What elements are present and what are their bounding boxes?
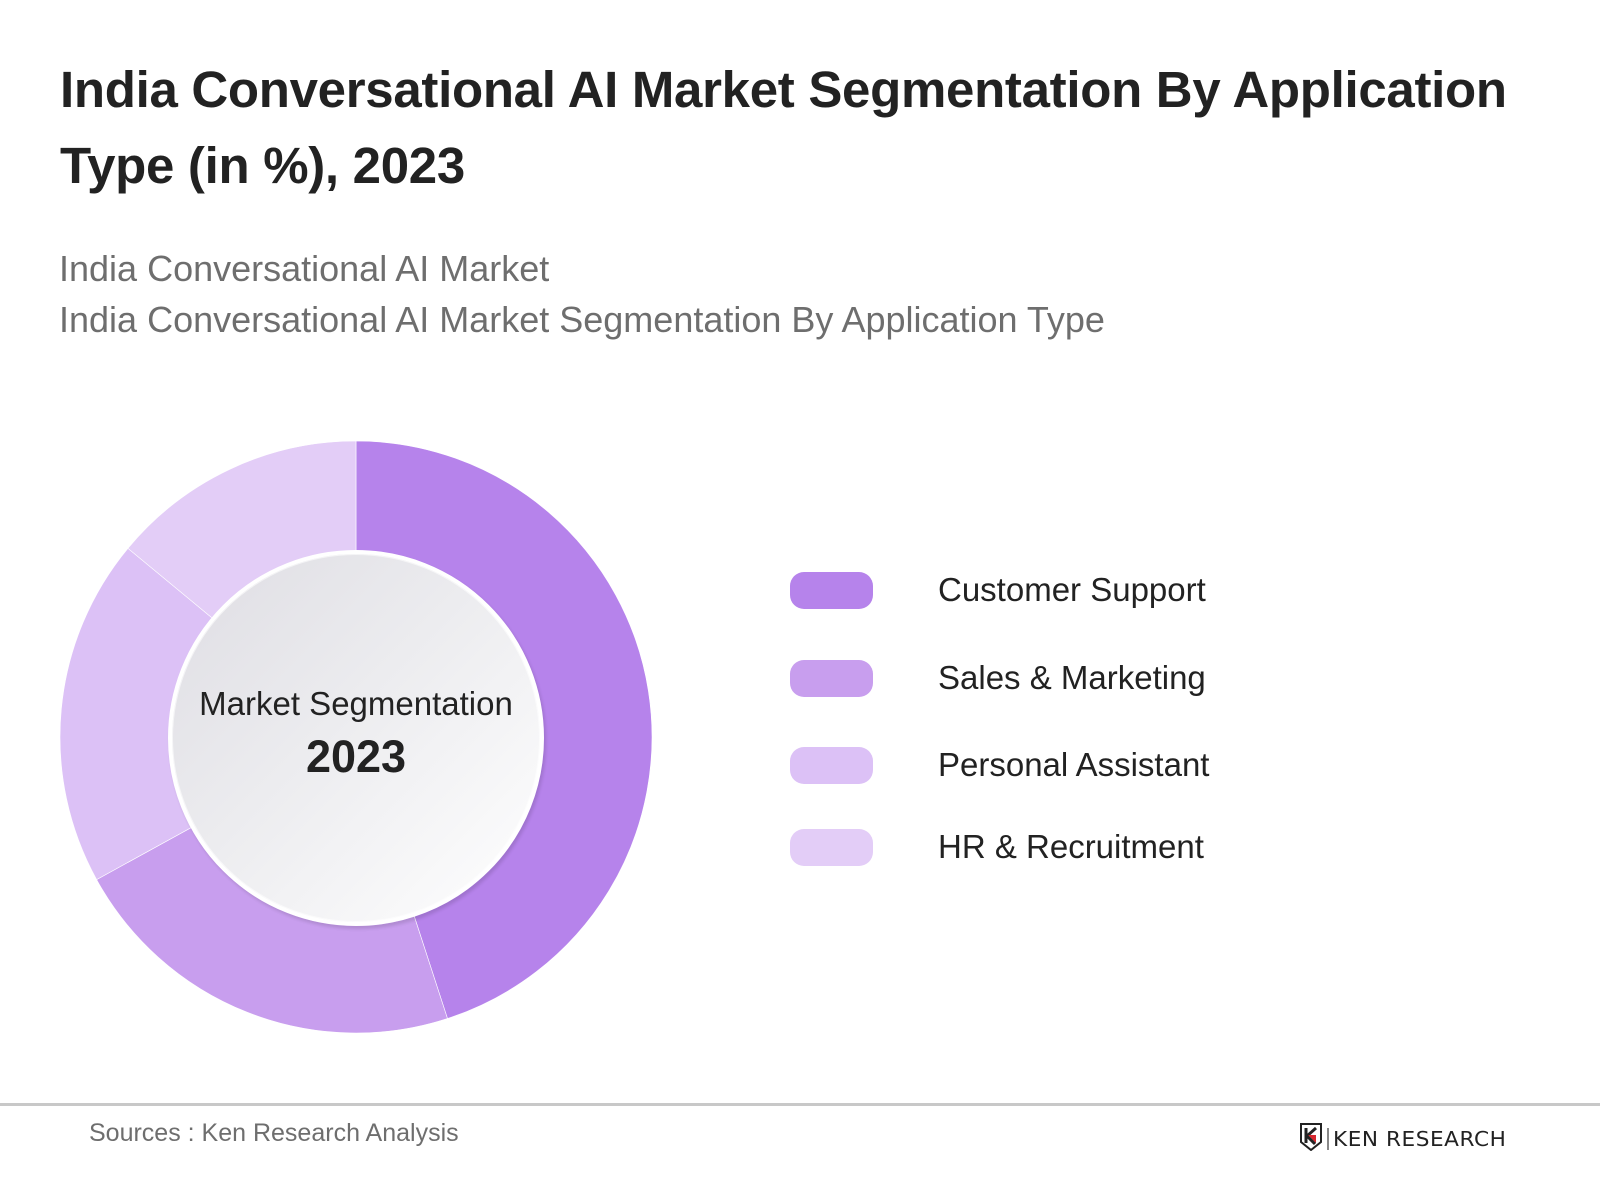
footer-divider xyxy=(0,1103,1600,1106)
center-label: Market Segmentation xyxy=(199,685,513,722)
source-note: Sources : Ken Research Analysis xyxy=(89,1119,459,1147)
subtitle-block: India Conversational AI Market India Con… xyxy=(59,243,1105,345)
legend-item-sales-marketing[interactable]: Sales & Marketing xyxy=(790,659,1206,697)
ken-research-shield-icon xyxy=(1300,1122,1322,1156)
chart-title: India Conversational AI Market Segmentat… xyxy=(60,61,1507,194)
legend-item-customer-support[interactable]: Customer Support xyxy=(790,571,1206,609)
donut-chart: Market Segmentation 2023 xyxy=(60,441,652,1033)
subtitle-segmentation: India Conversational AI Market Segmentat… xyxy=(59,299,1105,340)
legend-label: Sales & Marketing xyxy=(938,659,1206,696)
legend-item-personal-assistant[interactable]: Personal Assistant xyxy=(790,746,1210,784)
donut-center: Market Segmentation 2023 xyxy=(168,550,544,926)
legend-label: Personal Assistant xyxy=(938,746,1210,783)
legend-item-hr-recruitment[interactable]: HR & Recruitment xyxy=(790,828,1204,866)
legend-label: Customer Support xyxy=(938,571,1206,608)
legend-swatch-icon xyxy=(790,828,873,866)
center-year: 2023 xyxy=(305,731,407,782)
ken-research-logo: KEN RESEARCH xyxy=(1300,1122,1506,1156)
legend-swatch-icon xyxy=(790,571,873,609)
logo-text: KEN RESEARCH xyxy=(1333,1127,1507,1151)
legend-swatch-icon xyxy=(790,659,873,697)
legend-swatch-icon xyxy=(790,746,873,784)
logo-divider xyxy=(1327,1128,1329,1150)
subtitle-market: India Conversational AI Market xyxy=(59,248,550,289)
legend-label: HR & Recruitment xyxy=(938,828,1204,865)
